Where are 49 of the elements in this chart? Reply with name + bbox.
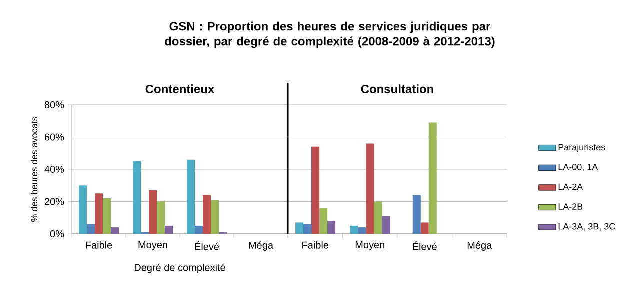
legend-label: LA-3A, 3B, 3C xyxy=(558,223,616,231)
y-tick-label: 20% xyxy=(44,198,64,206)
y-tick-label: 40% xyxy=(44,166,64,174)
bar xyxy=(327,221,336,234)
bar xyxy=(295,222,304,234)
x-tick-label: Faible xyxy=(302,242,329,249)
bar xyxy=(195,226,204,234)
text: GSN : Proportion des heures de services juridiques par dossier, par degré de complexité (2008-2009 à 2012-2013) xyxy=(165,22,495,48)
bar xyxy=(350,226,358,234)
x-tick-label: Élevé xyxy=(413,242,437,250)
bar xyxy=(366,144,374,234)
bar xyxy=(79,186,88,234)
x-tick-label: Faible xyxy=(86,242,112,249)
bar xyxy=(103,198,112,234)
bar xyxy=(203,195,212,234)
bar xyxy=(303,224,312,234)
x-axis-title: Degré de complexité xyxy=(134,264,226,274)
x-tick-label: Méga xyxy=(249,242,274,251)
chart-subtitle: Consultation xyxy=(361,84,434,94)
bar xyxy=(165,226,174,234)
bar xyxy=(412,195,421,234)
legend-label: Parajuristes xyxy=(558,144,606,152)
chart-subtitle: Contentieux xyxy=(146,84,215,94)
bar xyxy=(382,216,390,234)
legend-label: LA-2B xyxy=(558,204,583,210)
x-tick-label: Élevé xyxy=(195,242,220,250)
bar xyxy=(95,194,104,234)
x-tick-label: Moyen xyxy=(138,242,168,250)
legend-label: LA-00, 1A xyxy=(558,164,598,172)
bar xyxy=(157,202,166,234)
bar xyxy=(149,190,158,234)
y-tick-label: 60% xyxy=(44,134,64,141)
x-tick-label: Méga xyxy=(468,242,492,251)
bar xyxy=(311,146,320,234)
bar xyxy=(319,208,328,234)
bar xyxy=(187,160,196,234)
y-tick-label: 80% xyxy=(44,101,64,109)
bar xyxy=(420,222,429,234)
bar xyxy=(358,228,366,234)
bar xyxy=(211,200,220,234)
bar xyxy=(374,202,382,234)
bar xyxy=(87,224,96,234)
bar xyxy=(428,122,437,234)
bar xyxy=(133,161,142,234)
bar xyxy=(111,228,120,234)
y-axis-title: % des heures des avocats xyxy=(30,117,38,222)
y-tick-label: 0% xyxy=(50,230,64,238)
legend-label: LA-2A xyxy=(558,184,584,190)
x-tick-label: Moyen xyxy=(356,242,384,250)
